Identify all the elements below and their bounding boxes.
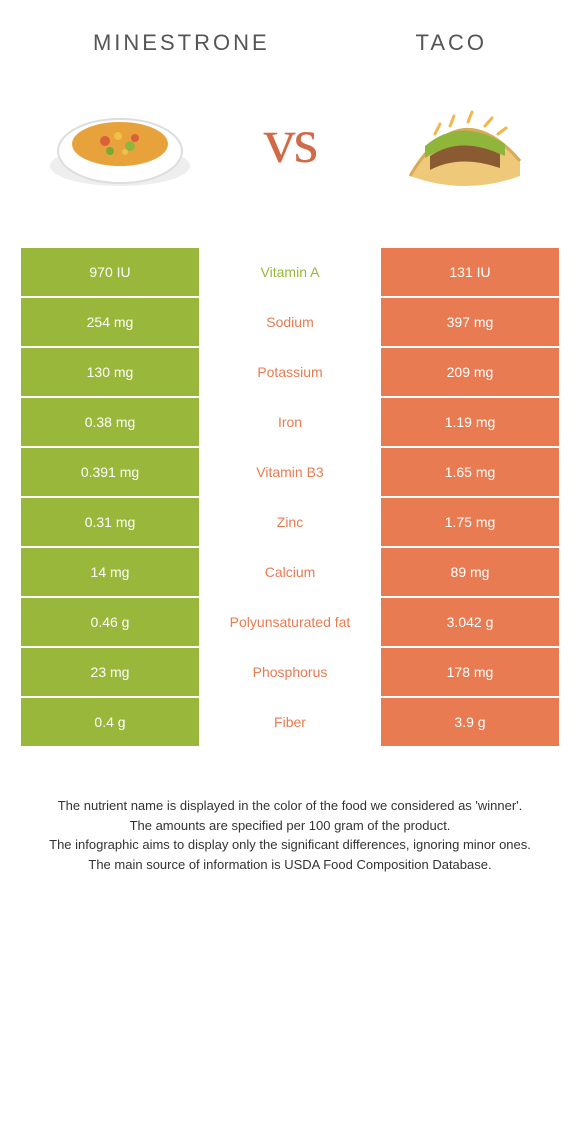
nutrient-name: Phosphorus: [200, 646, 380, 696]
nutrient-row: 0.38 mgIron1.19 mg: [20, 396, 560, 446]
right-value: 1.19 mg: [380, 396, 560, 446]
right-value: 178 mg: [380, 646, 560, 696]
footer-notes: The nutrient name is displayed in the co…: [0, 766, 580, 904]
nutrient-row: 0.391 mgVitamin B31.65 mg: [20, 446, 560, 496]
nutrient-row: 254 mgSodium397 mg: [20, 296, 560, 346]
taco-image: [380, 76, 540, 206]
footer-line: The amounts are specified per 100 gram o…: [30, 816, 550, 836]
nutrient-name: Fiber: [200, 696, 380, 746]
nutrient-row: 970 IUVitamin A131 IU: [20, 246, 560, 296]
nutrient-name: Calcium: [200, 546, 380, 596]
nutrient-table: 970 IUVitamin A131 IU254 mgSodium397 mg1…: [20, 246, 560, 746]
footer-line: The nutrient name is displayed in the co…: [30, 796, 550, 816]
nutrient-name: Iron: [200, 396, 380, 446]
footer-line: The infographic aims to display only the…: [30, 835, 550, 855]
nutrient-row: 130 mgPotassium209 mg: [20, 346, 560, 396]
left-value: 0.4 g: [20, 696, 200, 746]
nutrient-row: 0.31 mgZinc1.75 mg: [20, 496, 560, 546]
right-value: 1.75 mg: [380, 496, 560, 546]
right-value: 397 mg: [380, 296, 560, 346]
right-value: 131 IU: [380, 246, 560, 296]
left-value: 130 mg: [20, 346, 200, 396]
nutrient-row: 23 mgPhosphorus178 mg: [20, 646, 560, 696]
nutrient-name: Sodium: [200, 296, 380, 346]
right-value: 1.65 mg: [380, 446, 560, 496]
left-value: 970 IU: [20, 246, 200, 296]
hero-row: vs: [0, 66, 580, 226]
nutrient-row: 0.4 gFiber3.9 g: [20, 696, 560, 746]
right-value: 89 mg: [380, 546, 560, 596]
left-value: 14 mg: [20, 546, 200, 596]
left-value: 0.46 g: [20, 596, 200, 646]
left-value: 23 mg: [20, 646, 200, 696]
left-value: 0.391 mg: [20, 446, 200, 496]
right-food-title: Taco: [416, 30, 487, 56]
minestrone-image: [40, 76, 200, 206]
left-food-title: Minestrone: [93, 30, 270, 56]
right-value: 3.9 g: [380, 696, 560, 746]
nutrient-row: 14 mgCalcium89 mg: [20, 546, 560, 596]
nutrient-name: Polyunsaturated fat: [200, 596, 380, 646]
right-value: 3.042 g: [380, 596, 560, 646]
header: Minestrone Taco: [0, 0, 580, 66]
left-value: 254 mg: [20, 296, 200, 346]
infographic-container: Minestrone Taco vs: [0, 0, 580, 904]
vs-label: vs: [264, 104, 317, 178]
nutrient-name: Vitamin B3: [200, 446, 380, 496]
left-value: 0.31 mg: [20, 496, 200, 546]
nutrient-name: Potassium: [200, 346, 380, 396]
nutrient-row: 0.46 gPolyunsaturated fat3.042 g: [20, 596, 560, 646]
right-value: 209 mg: [380, 346, 560, 396]
nutrient-name: Zinc: [200, 496, 380, 546]
left-value: 0.38 mg: [20, 396, 200, 446]
footer-line: The main source of information is USDA F…: [30, 855, 550, 875]
nutrient-name: Vitamin A: [200, 246, 380, 296]
